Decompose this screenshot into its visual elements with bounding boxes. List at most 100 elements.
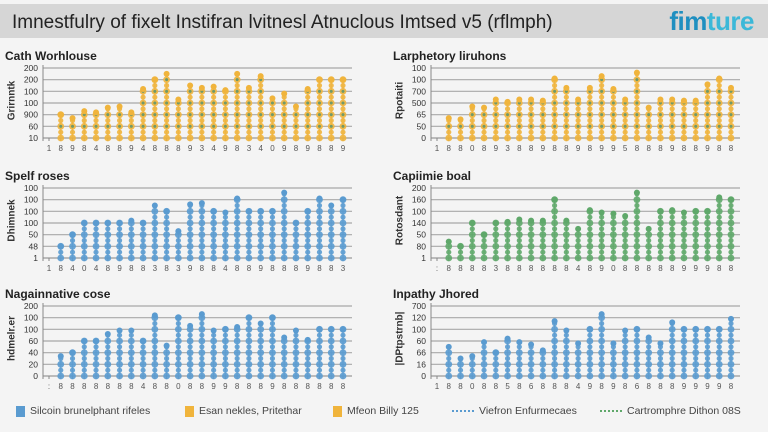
y-tick-label: 100	[24, 86, 38, 96]
data-point	[480, 360, 488, 368]
legend: Silcoin brunelphant rifeles Esan nekles,…	[0, 401, 768, 421]
x-tick-label: 8	[670, 382, 675, 391]
y-tick-label: 100	[24, 98, 38, 108]
data-point	[587, 249, 593, 255]
data-point-inner	[165, 78, 169, 82]
data-point	[281, 202, 287, 209]
x-tick-label: 8	[494, 382, 499, 391]
data-point-top	[57, 243, 64, 250]
data-point	[480, 372, 488, 380]
data-point	[657, 372, 664, 380]
x-tick-label: 8	[70, 382, 75, 391]
data-point	[668, 231, 676, 239]
data-point-top	[257, 208, 264, 215]
x-tick-label: 8	[317, 382, 322, 391]
x-tick-label: 8	[658, 264, 663, 273]
data-point	[610, 219, 617, 227]
data-point	[57, 360, 65, 368]
data-point	[340, 355, 346, 362]
data-point	[57, 372, 65, 380]
y-tick-label: 16	[417, 359, 427, 369]
x-tick-label: 6	[635, 382, 640, 391]
data-point	[704, 134, 711, 142]
data-point-top	[516, 96, 523, 103]
x-tick-label: 8	[552, 144, 557, 153]
data-point	[480, 349, 488, 357]
data-point	[281, 117, 287, 124]
data-point-top	[128, 217, 135, 224]
data-point	[234, 344, 240, 350]
x-tick-label: 8	[247, 382, 252, 391]
x-tick-label: 8	[541, 264, 546, 273]
data-point	[116, 242, 123, 250]
data-point-inner	[341, 101, 345, 105]
data-point-top	[551, 196, 558, 203]
data-point	[187, 344, 193, 350]
data-point	[281, 367, 287, 373]
data-point-inner	[482, 124, 486, 128]
data-point	[210, 231, 218, 239]
data-point	[280, 196, 288, 204]
data-point-inner	[576, 113, 580, 117]
data-point	[587, 332, 593, 338]
data-point	[610, 129, 616, 135]
data-point	[692, 231, 700, 239]
data-point	[340, 106, 346, 112]
data-point	[139, 231, 147, 239]
data-point-inner	[623, 124, 627, 128]
data-point	[587, 237, 593, 244]
data-point	[305, 129, 311, 135]
data-point	[93, 117, 99, 124]
data-point	[728, 355, 734, 362]
data-point-inner	[717, 124, 721, 128]
data-point	[504, 349, 511, 357]
data-point	[457, 360, 464, 368]
data-point	[281, 106, 287, 112]
data-point-inner	[200, 124, 204, 128]
data-point-inner	[259, 101, 263, 105]
data-point	[668, 325, 676, 333]
data-point	[715, 254, 723, 262]
data-point-top	[481, 339, 488, 346]
x-tick-label: 4	[70, 264, 75, 273]
data-point	[586, 360, 594, 368]
data-point	[199, 344, 205, 350]
data-point	[551, 349, 558, 357]
data-point	[222, 337, 229, 345]
data-point-top	[586, 207, 593, 214]
data-point-inner	[717, 89, 721, 93]
data-point	[281, 249, 287, 255]
data-point-top	[304, 336, 311, 343]
data-point	[715, 207, 723, 215]
data-point-inner	[294, 113, 298, 117]
data-point	[657, 219, 664, 227]
data-point-top	[645, 225, 652, 232]
x-tick-label: 8	[623, 264, 628, 273]
data-point	[211, 367, 217, 373]
x-tick-label: 9	[576, 144, 581, 153]
data-point	[152, 82, 158, 89]
data-point	[233, 254, 241, 262]
data-point	[563, 94, 569, 100]
data-point-inner	[188, 124, 192, 128]
data-point-inner	[564, 124, 568, 128]
x-tick-label: 8	[211, 264, 216, 273]
x-tick-label: 9	[117, 264, 122, 273]
data-point	[234, 214, 240, 220]
x-tick-label: 3	[494, 264, 499, 273]
y-tick-label: 48	[29, 241, 39, 251]
data-point	[222, 129, 228, 135]
x-tick-label: 8	[646, 382, 651, 391]
data-point	[163, 372, 171, 380]
data-point	[504, 134, 511, 142]
x-tick-label: 1	[47, 144, 52, 153]
x-tick-label: 8	[106, 144, 111, 153]
data-point	[704, 372, 711, 380]
data-point-top	[328, 326, 335, 333]
data-point	[152, 332, 158, 338]
data-point	[246, 320, 252, 327]
x-tick-label: 4	[258, 144, 263, 153]
legend-item: Silcoin brunelphant rifeles	[16, 405, 150, 417]
